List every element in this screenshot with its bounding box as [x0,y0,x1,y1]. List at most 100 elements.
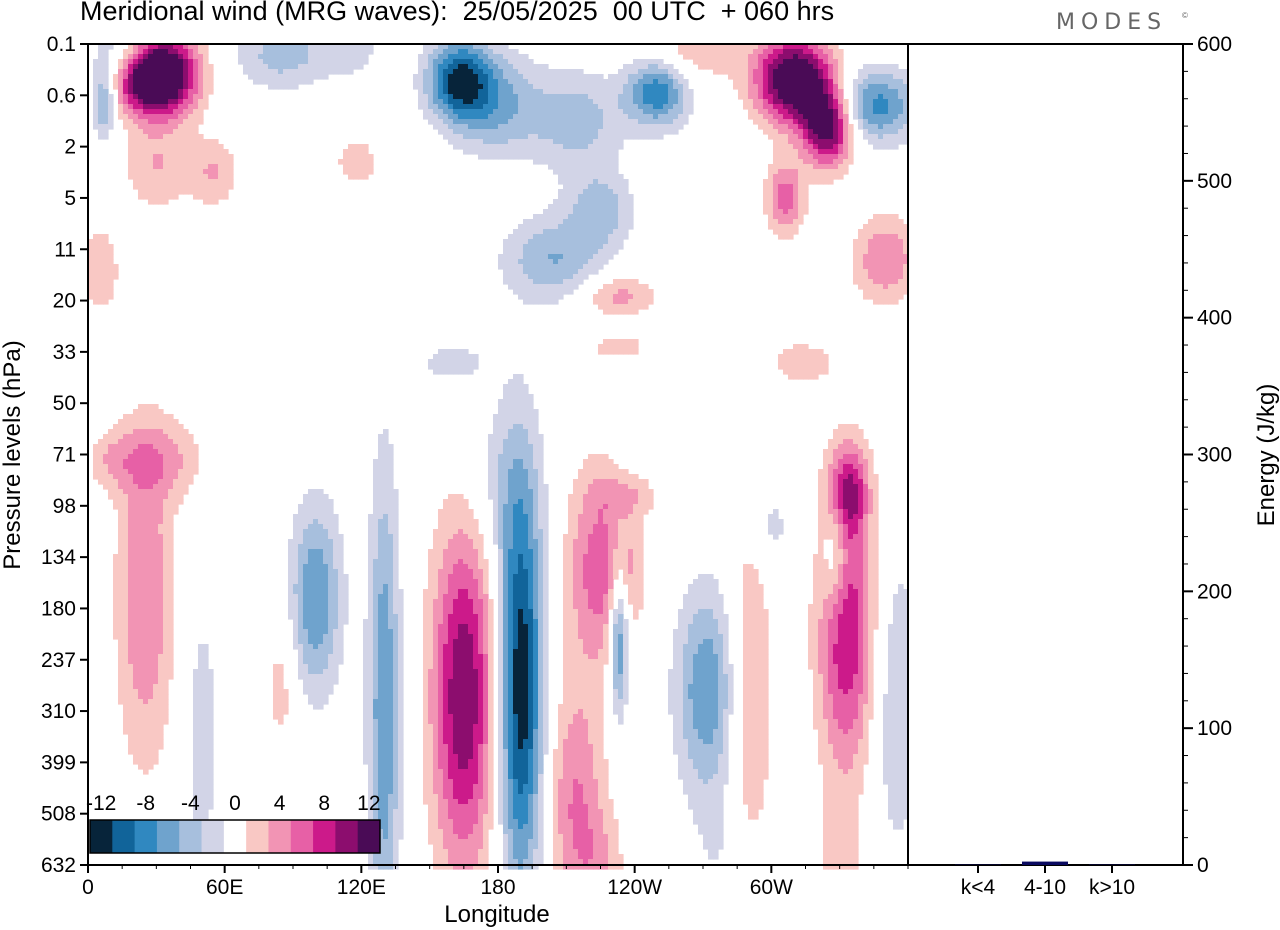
field-cell [573,484,579,490]
field-cell [568,199,574,205]
field-cell [678,109,684,115]
field-cell [493,414,499,420]
field-cell [548,284,554,290]
field-cell [543,264,549,270]
field-cell [868,484,874,490]
field-cell [163,59,169,65]
field-cell [133,54,139,60]
field-cell [188,139,194,145]
field-cell [873,484,879,490]
field-cell [438,524,444,530]
field-cell [163,449,169,455]
field-cell [598,204,604,210]
field-cell [413,84,419,90]
field-cell [458,529,464,535]
field-cell [323,529,329,535]
field-cell [483,54,489,60]
field-cell [788,214,794,220]
field-cell [498,114,504,120]
field-cell [538,109,544,115]
field-cell [683,79,689,85]
field-cell [133,504,139,510]
field-cell [488,119,494,125]
field-cell [508,249,514,255]
field-cell [838,144,844,150]
field-cell [143,504,149,510]
field-cell [788,144,794,150]
field-cell [603,209,609,215]
field-cell [873,224,879,230]
field-cell [883,104,889,110]
field-cell [548,89,554,95]
field-cell [193,89,199,95]
field-cell [543,274,549,280]
field-cell [623,344,629,350]
field-cell [138,419,144,425]
field-cell [613,204,619,210]
field-cell [533,274,539,280]
field-cell [88,259,94,265]
field-cell [423,59,429,65]
field-cell [183,179,189,185]
field-cell [533,219,539,225]
field-cell [608,184,614,190]
field-cell [873,479,879,485]
field-cell [173,499,179,505]
field-cell [613,244,619,250]
field-cell [563,289,569,295]
field-cell [708,64,714,70]
field-cell [603,464,609,470]
field-cell [558,254,564,260]
field-cell [133,179,139,185]
field-cell [793,134,799,140]
field-cell [388,479,394,485]
field-cell [448,534,454,540]
field-cell [383,474,389,480]
field-cell [133,514,139,520]
field-cell [803,89,809,95]
field-cell [183,54,189,60]
field-cell [158,479,164,485]
field-cell [303,524,309,530]
field-cell [888,264,894,270]
field-cell [143,489,149,495]
field-cell [443,59,449,65]
field-cell [558,279,564,285]
field-cell [898,69,904,75]
field-cell [108,444,114,450]
field-cell [538,124,544,130]
field-cell [308,514,314,520]
field-cell [573,519,579,525]
field-cell [873,234,879,240]
field-cell [103,264,109,270]
field-cell [168,504,174,510]
field-cell [773,134,779,140]
field-cell [893,64,899,70]
field-cell [173,439,179,445]
field-cell [783,79,789,85]
field-cell [133,89,139,95]
field-cell [178,184,184,190]
field-cell [583,84,589,90]
field-cell [533,119,539,125]
field-cell [453,64,459,70]
field-cell [598,494,604,500]
field-cell [783,224,789,230]
field-cell [833,89,839,95]
field-cell [133,64,139,70]
field-cell [503,109,509,115]
field-cell [373,474,379,480]
field-cell [163,169,169,175]
field-cell [603,89,609,95]
field-cell [563,154,569,160]
field-cell [528,119,534,125]
field-cell [618,229,624,235]
field-cell [788,79,794,85]
field-cell [623,234,629,240]
field-cell [473,124,479,130]
field-cell [208,79,214,85]
field-cell [873,494,879,500]
field-cell [533,474,539,480]
field-cell [223,159,229,165]
field-cell [638,109,644,115]
